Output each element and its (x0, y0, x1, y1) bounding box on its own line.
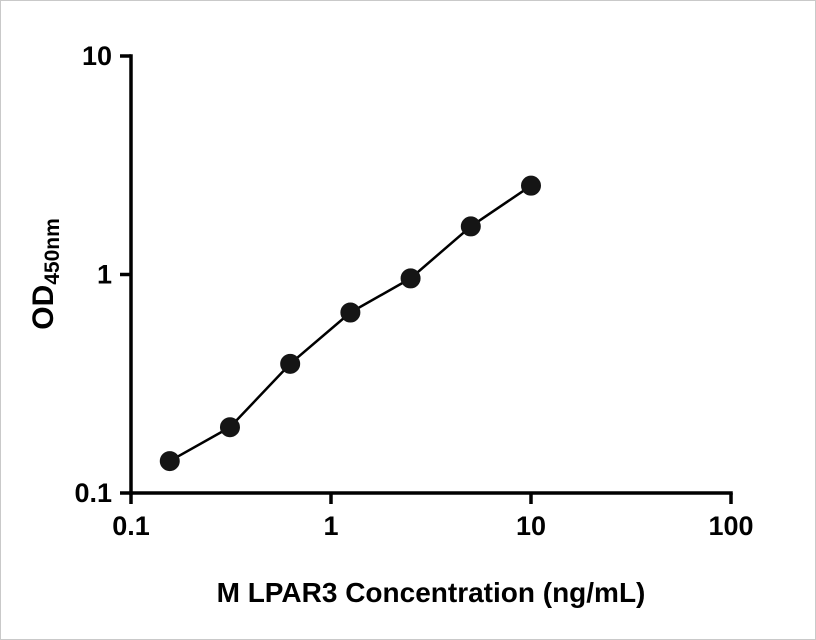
data-point (280, 353, 301, 374)
data-point (460, 216, 481, 237)
y-axis-title-main: OD (27, 285, 60, 330)
data-point (521, 175, 541, 196)
y-tick-label: 0.1 (74, 478, 112, 508)
data-point (400, 268, 421, 289)
x-axis-title: M LPAR3 Concentration (ng/mL) (217, 577, 646, 608)
y-tick-label: 10 (82, 41, 112, 71)
x-tick-label: 1 (323, 511, 338, 541)
data-point (340, 302, 361, 323)
y-tick-label: 1 (97, 260, 112, 290)
y-axis-title: OD450nm (27, 218, 64, 330)
x-tick-label: 0.1 (112, 511, 150, 541)
x-tick-label: 10 (516, 511, 546, 541)
data-point (159, 451, 180, 472)
data-point (219, 417, 240, 438)
y-axis-title-subscript: 450nm (41, 218, 64, 285)
axes: 0.1 1 10 100 0.1 1 10 (74, 41, 753, 541)
data-series (159, 175, 541, 472)
x-tick-label: 100 (708, 511, 753, 541)
